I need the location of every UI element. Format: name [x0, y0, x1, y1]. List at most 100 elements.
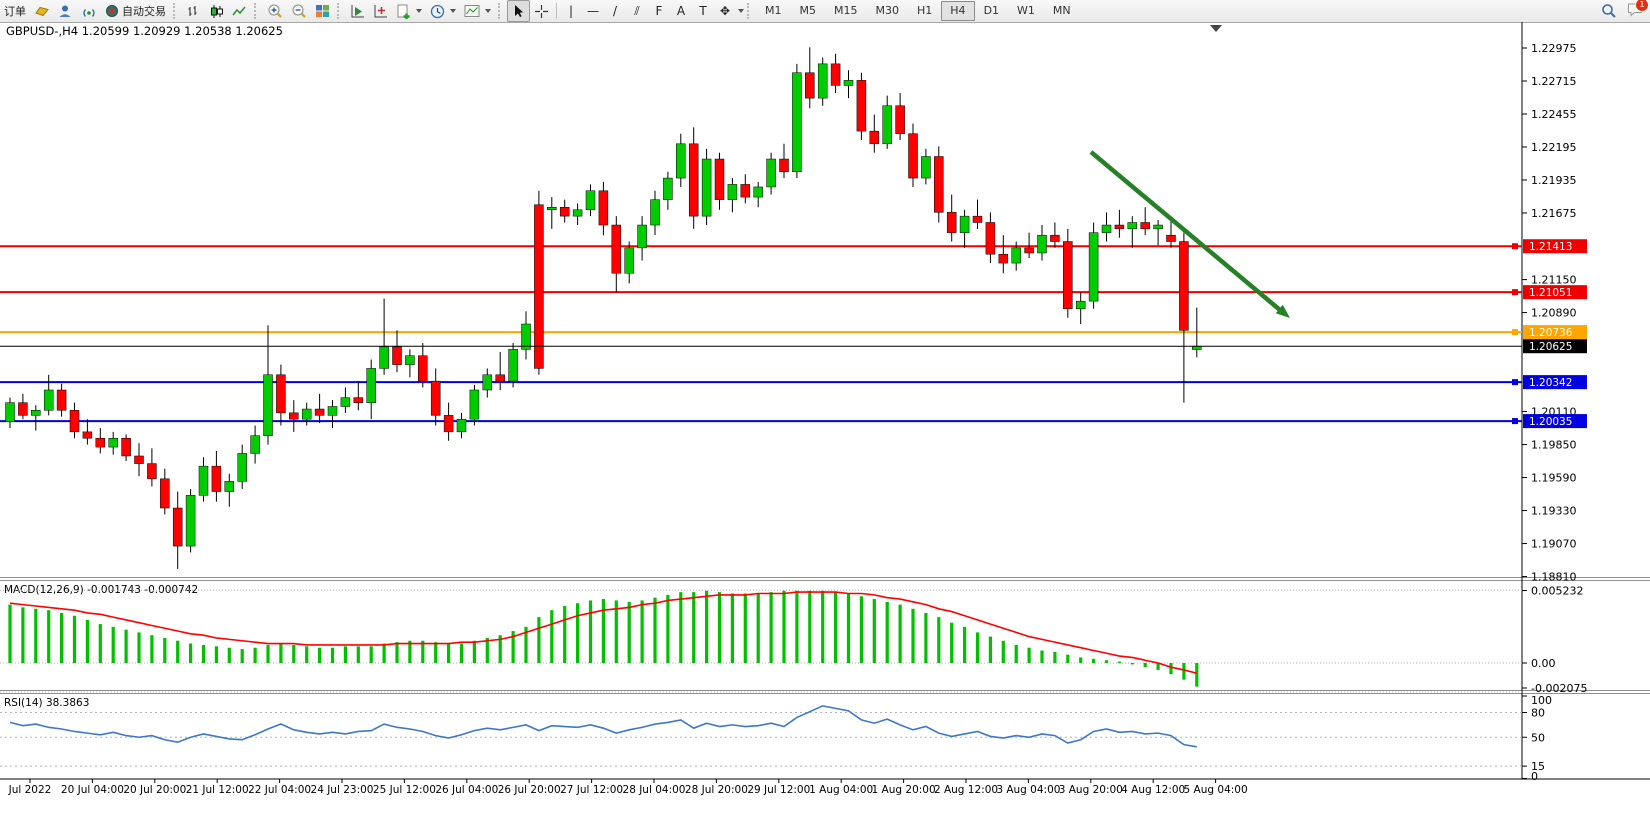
time-tick-label: 2 Aug 12:00 [934, 784, 998, 796]
new-chart-window-button[interactable] [369, 1, 392, 21]
candle-body [598, 190, 609, 226]
macd-tick-label: 0.005232 [1531, 585, 1584, 598]
cursor-tool-button[interactable] [507, 0, 530, 22]
tile-windows-button[interactable] [311, 1, 334, 21]
price-badge [1523, 239, 1587, 254]
time-tick-label: 1 Aug 04:00 [809, 784, 873, 796]
signals-button[interactable] [77, 1, 101, 21]
toolbar-separator [556, 3, 557, 19]
candlestick-mode-button[interactable] [205, 1, 228, 21]
timeframe-button-w1[interactable]: W1 [1017, 4, 1035, 17]
bar-chart-icon [188, 5, 197, 16]
candle-body [198, 465, 209, 496]
time-tick-label: 22 Jul 04:00 [248, 784, 311, 796]
candle-body [1140, 222, 1150, 230]
candle-body [817, 63, 828, 99]
toolbar-grip [498, 3, 504, 19]
auto-trading-button[interactable]: 自动交易 [101, 1, 170, 21]
candle-body [237, 453, 247, 482]
price-tick-label: 1.22455 [1531, 108, 1577, 121]
time-tick-label: 1 Aug 20:00 [872, 784, 936, 796]
chart-template-button[interactable] [460, 1, 495, 21]
crosshair-tool-button[interactable] [530, 1, 553, 21]
strategy-tester-button[interactable] [346, 1, 369, 21]
price-tick-label: 1.19070 [1531, 538, 1577, 551]
fibonacci-tool[interactable]: F [655, 4, 663, 18]
dropdown-caret-icon [450, 9, 456, 13]
equidistant-channel-tool[interactable]: ⫽ [634, 3, 640, 18]
time-tick-label: 24 Jul 23:00 [311, 784, 374, 796]
candle-body [160, 478, 170, 509]
candle-body [998, 253, 1009, 264]
trendline-tool[interactable]: / [612, 4, 618, 18]
candle-body [572, 209, 583, 217]
market-watch-button[interactable] [54, 1, 77, 21]
timeframe-button-h1[interactable]: H1 [917, 4, 933, 17]
add-indicator-button[interactable] [392, 1, 426, 21]
candle-body [1063, 241, 1073, 310]
new-order-button[interactable]: 订单 [0, 1, 30, 21]
candle-body [1024, 247, 1034, 254]
template-icon [464, 5, 480, 17]
notifications-button[interactable]: 1 [1627, 0, 1649, 20]
price-badge-label: 1.20736 [1529, 327, 1573, 339]
rsi-tick-label: 80 [1531, 707, 1545, 720]
tile-windows-icon [316, 5, 329, 17]
arrows-tool[interactable]: ✥ [719, 4, 731, 18]
candle-body [31, 410, 41, 416]
candle-body [1011, 247, 1021, 264]
horizontal-line-tool[interactable]: — [587, 4, 599, 18]
chart-shift-marker[interactable] [1210, 25, 1222, 32]
vertical-line-tool[interactable]: | [568, 4, 574, 18]
timeframe-button-mn[interactable]: MN [1052, 4, 1071, 17]
candle-body [301, 408, 312, 420]
dropdown-caret-icon [485, 9, 491, 13]
candle-body [224, 481, 235, 492]
zoom-out-button[interactable] [287, 1, 311, 21]
time-tick-label: 26 Jul 20:00 [498, 784, 561, 796]
line-handle[interactable] [1512, 379, 1518, 386]
candle-body [624, 247, 634, 274]
trend-arrow[interactable] [1089, 150, 1282, 312]
timeframe-group: M1 M5 M15 M30 H1 H4 D1 W1 MN [756, 1, 1080, 21]
line-chart-mode-button[interactable] [228, 1, 251, 21]
candle-body [456, 418, 467, 433]
person-chart-icon [59, 5, 71, 17]
time-tick-label: 28 Jul 04:00 [623, 784, 686, 796]
zoom-in-button[interactable] [263, 1, 287, 21]
line-handle[interactable] [1512, 329, 1518, 336]
timeframe-button-m5[interactable]: M5 [799, 4, 817, 17]
search-icon[interactable] [1601, 3, 1617, 19]
line-handle[interactable] [1512, 289, 1518, 296]
candle-body [366, 368, 376, 403]
price-tick-label: 1.18810 [1531, 571, 1577, 584]
bar-chart-mode-button[interactable] [182, 1, 205, 21]
time-tick-label: Jul 2022 [8, 784, 52, 796]
chart-play-icon [351, 5, 364, 18]
price-tick-label: 1.21675 [1531, 207, 1577, 220]
candle-body [353, 397, 364, 403]
line-handle[interactable] [1512, 243, 1518, 250]
text-tool[interactable]: A [676, 4, 686, 18]
timeframe-button-h4[interactable]: H4 [941, 1, 975, 21]
timeframe-button-m15[interactable]: M15 [834, 4, 858, 17]
main-toolbar: 订单 自动交易 [0, 0, 1650, 23]
toolbar-grip [173, 3, 179, 19]
candle-body [663, 177, 673, 200]
deposit-icon[interactable] [30, 1, 54, 21]
candle-body [1075, 300, 1086, 310]
candle-body [250, 435, 260, 454]
timeframe-clock-button[interactable] [426, 1, 460, 21]
price-badge-label: 1.21413 [1529, 241, 1572, 253]
timeframe-button-d1[interactable]: D1 [983, 4, 1000, 17]
text-label-tool[interactable]: T [699, 4, 707, 18]
candle-body [650, 199, 660, 226]
dropdown-caret-icon [738, 9, 744, 13]
candle-body [843, 80, 854, 86]
timeframe-button-m1[interactable]: M1 [765, 4, 782, 17]
timeframe-button-m30[interactable]: M30 [875, 4, 900, 17]
time-tick-label: 5 Aug 04:00 [1184, 784, 1248, 796]
line-handle[interactable] [1512, 418, 1518, 425]
candle-body [134, 455, 144, 464]
